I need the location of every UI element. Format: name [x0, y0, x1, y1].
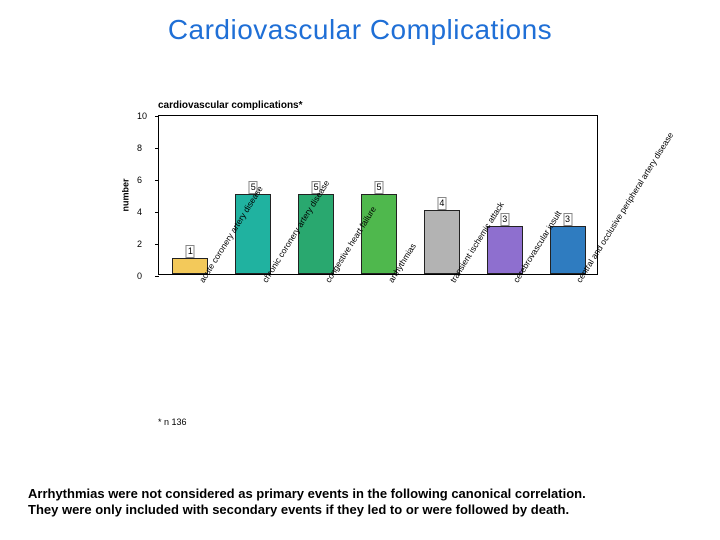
bar: 4 [424, 210, 460, 274]
y-tick-label: 4 [137, 207, 142, 217]
bar-value-label: 5 [374, 181, 383, 194]
bar-value-label: 4 [437, 197, 446, 210]
y-tick-label: 10 [137, 111, 147, 121]
bar: 5 [361, 194, 397, 274]
bar-value-label: 3 [563, 213, 572, 226]
y-tick-mark [155, 244, 159, 245]
bar-value-label: 3 [500, 213, 509, 226]
page-title: Cardiovascular Complications [0, 0, 720, 46]
chart-container: cardiovascular complications* number 0 2 4… [100, 100, 620, 430]
y-tick-mark [155, 148, 159, 149]
chart-heading: cardiovascular complications* [158, 100, 620, 111]
x-axis-labels: acute coronery artery diseasechronic cor… [158, 275, 598, 415]
caption-line-1: Arrhythmias were not considered as prima… [28, 486, 586, 501]
y-tick-label: 2 [137, 239, 142, 249]
y-tick-mark [155, 212, 159, 213]
y-tick-label: 6 [137, 175, 142, 185]
y-tick-mark [155, 180, 159, 181]
y-axis-label: number [121, 178, 131, 211]
y-tick-label: 0 [137, 271, 142, 281]
y-tick-label: 8 [137, 143, 142, 153]
y-tick-mark [155, 116, 159, 117]
chart-footnote: * n 136 [158, 417, 620, 427]
bar-value-label: 1 [186, 245, 195, 258]
caption-line-2: They were only included with secondary e… [28, 502, 569, 517]
slide-caption: Arrhythmias were not considered as prima… [28, 486, 688, 519]
